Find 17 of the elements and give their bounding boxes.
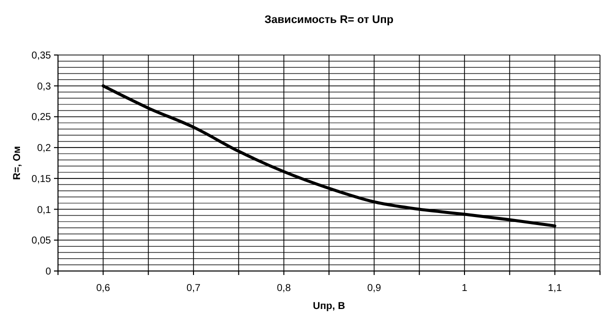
y-tick-label: 0,25 [32, 112, 52, 124]
y-tick-label: 0,3 [37, 81, 52, 92]
y-tick-label: 0,05 [32, 236, 52, 247]
x-tick-label: 1,1 [548, 283, 562, 294]
x-tick-label: 0,6 [96, 283, 111, 294]
x-axis-title: Uпр, В [312, 301, 346, 312]
x-tick-label: 0,8 [276, 283, 292, 294]
x-tick-label: 0,9 [367, 283, 382, 294]
x-tick-label: 1 [462, 283, 468, 294]
y-tick-label: 0,2 [37, 143, 52, 154]
x-tick-label: 0,7 [186, 283, 201, 294]
y-tick-label: 0,35 [32, 50, 52, 62]
y-tick-label: 0,15 [32, 174, 52, 185]
y-tick-label: 0,1 [37, 204, 52, 216]
y-tick-label: 0 [45, 266, 52, 278]
y-axis-title: R=, Ом [12, 146, 23, 180]
chart-title: Зависимость R= от Uпр [264, 14, 394, 26]
